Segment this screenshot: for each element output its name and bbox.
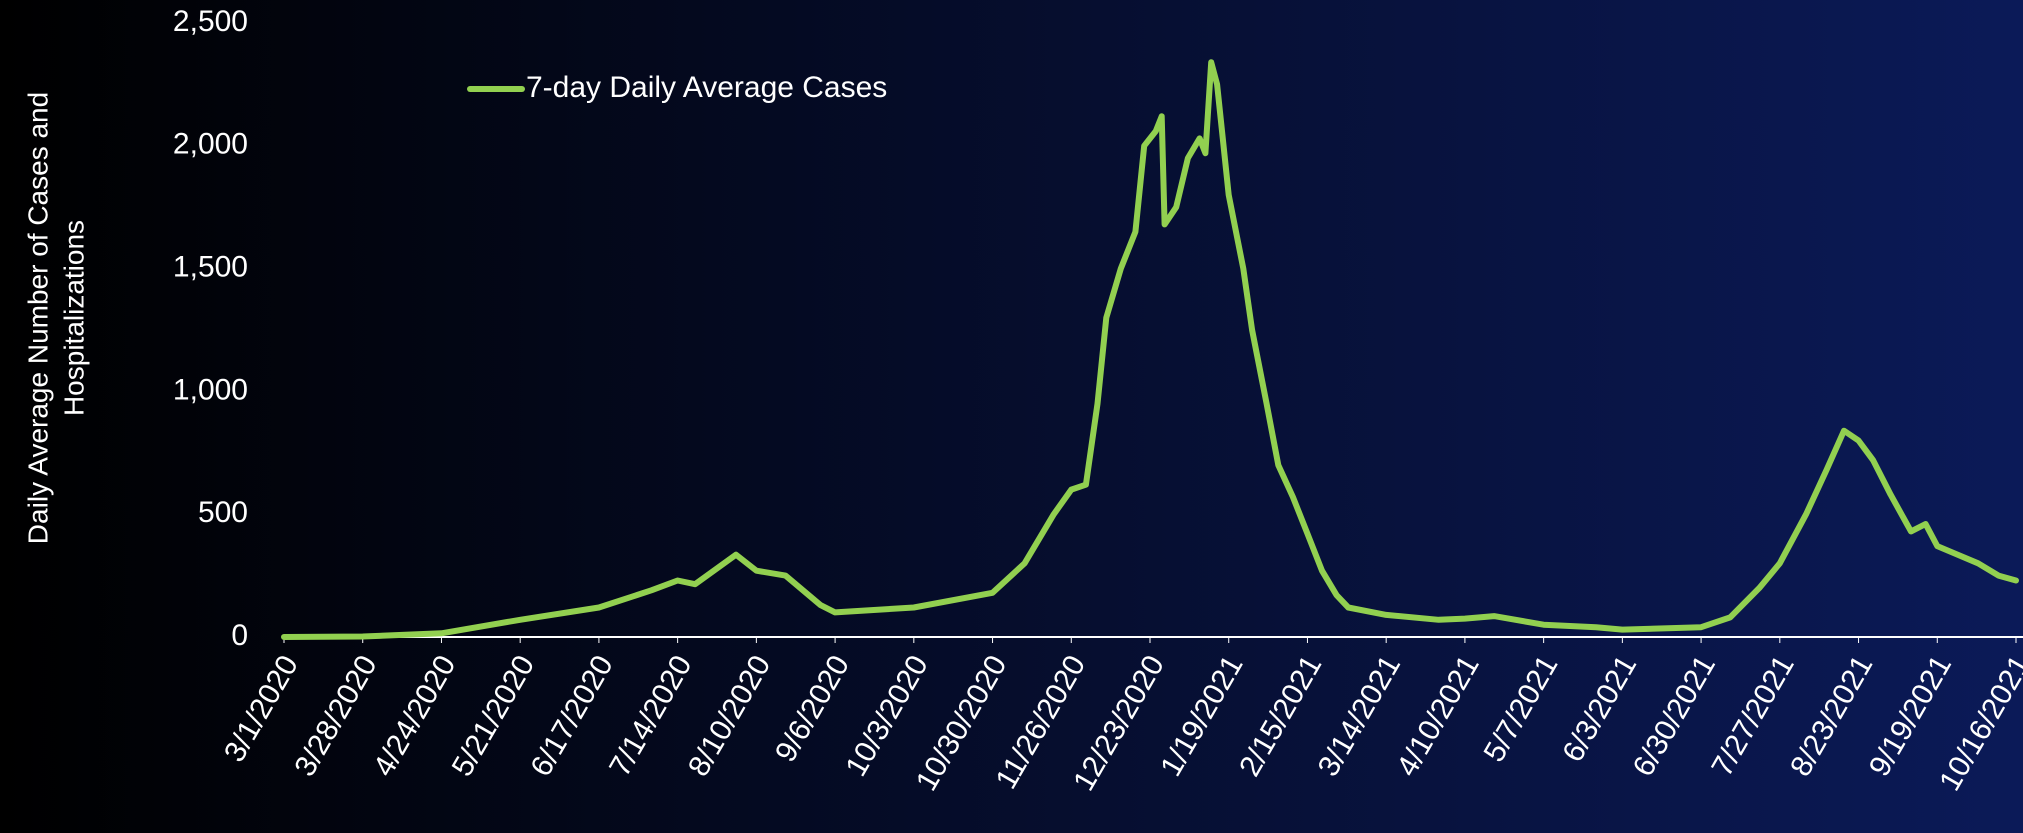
y-axis-title-line: Daily Average Number of Cases and	[22, 92, 53, 544]
y-axis-title: Daily Average Number of Cases and Hospit…	[22, 92, 89, 544]
y-tick-label: 1,000	[173, 373, 248, 406]
series-line	[281, 59, 2019, 640]
y-tick-label: 2,000	[173, 128, 248, 161]
y-tick-label: 0	[231, 619, 248, 652]
y-tick-label: 500	[198, 496, 248, 529]
y-axis-title-line: Hospitalizations	[58, 220, 89, 416]
legend-item: 7-day Daily Average Cases	[467, 71, 887, 104]
legend-label: 7-day Daily Average Cases	[526, 71, 887, 104]
y-tick-label: 1,500	[173, 251, 248, 284]
y-tick-label: 2,500	[173, 5, 248, 38]
